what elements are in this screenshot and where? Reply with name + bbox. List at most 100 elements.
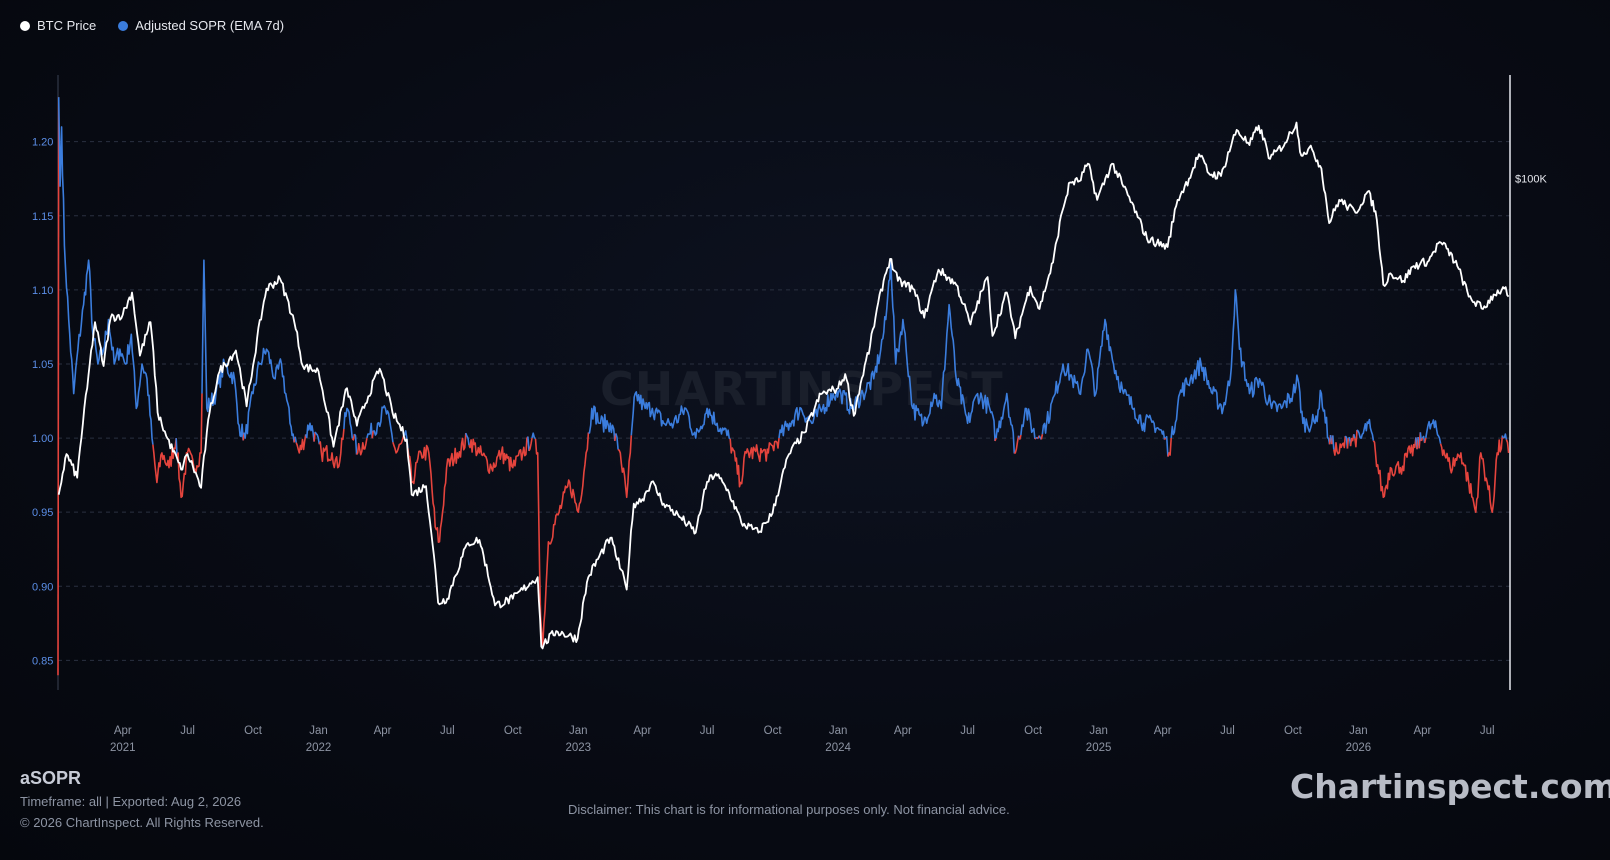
sopr-line-segment-10 xyxy=(295,434,307,454)
sopr-line-segment-38 xyxy=(994,437,997,442)
legend-label-asopr: Adjusted SOPR (EMA 7d) xyxy=(135,18,285,33)
chart-canvas[interactable]: 0.85 0.90 0.95 1.00 1.05 1.10 1.15 1.20 $100K Apr… xyxy=(0,0,1610,760)
sopr-line-segment-20 xyxy=(371,430,375,439)
sopr-line-segment-14 xyxy=(318,428,345,469)
sopr-line-segment-48 xyxy=(1040,434,1044,440)
sopr-line-segment-72 xyxy=(1420,437,1424,442)
x-year-label-2022: 2022 xyxy=(306,742,332,754)
brand-logo[interactable]: Chartinspect.com xyxy=(1290,767,1610,806)
sopr-line-segment-19 xyxy=(366,422,373,439)
sopr-line-segment-5 xyxy=(201,259,244,441)
y-tick-label-0.95: 0.95 xyxy=(32,507,53,519)
x-tick-label-2: Oct xyxy=(244,725,263,737)
sopr-line-segment-22 xyxy=(392,435,405,454)
sopr-line-segment-58 xyxy=(1333,436,1347,456)
sopr-line-segment-75 xyxy=(1425,419,1442,444)
y-tick-label-1.15: 1.15 xyxy=(32,211,53,223)
sopr-line-segment-26 xyxy=(468,436,529,474)
x-tick-label-4: Apr xyxy=(374,725,392,737)
sopr-line-segment-2 xyxy=(152,438,177,484)
x-tick-label-10: Oct xyxy=(764,725,783,737)
x-tick-label-16: Apr xyxy=(1154,725,1172,737)
x-tick-label-19: Jan xyxy=(1349,725,1368,737)
sopr-line-segment-77 xyxy=(1501,435,1505,439)
sopr-line-segment-35 xyxy=(630,391,731,440)
sopr-line-segment-3 xyxy=(175,438,178,458)
x-tick-label-7: Jan xyxy=(569,725,588,737)
sopr-line-segment-43 xyxy=(1020,407,1036,440)
sopr-line-segment-24 xyxy=(407,433,467,544)
x-tick-label-9: Jul xyxy=(700,725,715,737)
x-year-label-2026: 2026 xyxy=(1346,742,1372,754)
sopr-line-segment-9 xyxy=(294,436,297,443)
y-right-tick-label: $100K xyxy=(1515,174,1547,186)
legend-dot-asopr xyxy=(118,20,129,31)
x-tick-label-20: Apr xyxy=(1413,725,1431,737)
x-year-label-2025: 2025 xyxy=(1086,742,1112,754)
sopr-line-segment-74 xyxy=(1423,437,1427,444)
sopr-line-segment-44 xyxy=(1034,437,1037,440)
x-tick-label-3: Jan xyxy=(309,725,328,737)
y-tick-label-1.05: 1.05 xyxy=(32,359,53,371)
x-tick-label-12: Apr xyxy=(894,725,912,737)
legend-item-btc-price[interactable]: BTC Price xyxy=(20,18,96,33)
sopr-line-segment-76 xyxy=(1439,435,1504,514)
sopr-line-segment-73 xyxy=(1421,435,1426,444)
sopr-line-segment-53 xyxy=(1170,289,1331,445)
x-tick-label-14: Oct xyxy=(1024,725,1043,737)
sopr-line-segment-63 xyxy=(1353,434,1356,439)
x-tick-label-5: Jul xyxy=(440,725,455,737)
y-tick-label-1.10: 1.10 xyxy=(32,285,53,297)
y-tick-label-1.20: 1.20 xyxy=(32,137,53,149)
sopr-line-segment-37 xyxy=(778,259,996,442)
x-year-label-2023: 2023 xyxy=(566,742,592,754)
sopr-line-segment-18 xyxy=(355,437,368,456)
sopr-line-segment-25 xyxy=(465,432,470,446)
sopr-line-segment-49 xyxy=(1041,318,1166,440)
sopr-line-segment-7 xyxy=(243,347,295,443)
x-tick-label-6: Oct xyxy=(504,725,523,737)
sopr-line-segment-1 xyxy=(57,97,154,445)
sopr-line-segment-51 xyxy=(1164,435,1169,457)
x-tick-label-11: Jan xyxy=(829,725,848,737)
y-tick-label-1.00: 1.00 xyxy=(32,433,53,445)
sopr-line-segment-21 xyxy=(373,405,394,443)
x-tick-label-15: Jan xyxy=(1089,725,1108,737)
sopr-line-segment-64 xyxy=(1354,429,1358,448)
legend-label-btc-price: BTC Price xyxy=(37,18,97,33)
sopr-line-segment-79 xyxy=(1503,433,1508,440)
footer-chart-title: aSOPR xyxy=(20,768,82,788)
x-year-label-2024: 2024 xyxy=(825,742,851,754)
x-tick-label-18: Oct xyxy=(1284,725,1303,737)
sopr-line-segment-12 xyxy=(313,431,316,442)
sopr-line-segment-29 xyxy=(531,432,537,440)
x-tick-label-1: Jul xyxy=(180,725,195,737)
sopr-line-segment-57 xyxy=(1332,435,1335,450)
sopr-line-segment-62 xyxy=(1349,434,1355,447)
legend-item-asopr[interactable]: Adjusted SOPR (EMA 7d) xyxy=(118,18,284,33)
x-tick-label-8: Apr xyxy=(633,725,651,737)
sopr-line-segment-60 xyxy=(1346,438,1350,449)
sopr-line-segment-28 xyxy=(528,437,533,452)
x-tick-label-17: Jul xyxy=(1220,725,1235,737)
sopr-line-segment-31 xyxy=(588,405,616,441)
btc-price-line xyxy=(57,121,1510,650)
x-year-label-2021: 2021 xyxy=(110,742,136,754)
sopr-line-segment-34 xyxy=(617,435,633,499)
sopr-line-segment-27 xyxy=(527,436,530,451)
x-tick-label-21: Jul xyxy=(1480,725,1495,737)
sopr-line-segment-30 xyxy=(534,432,590,647)
sopr-line-segment-17 xyxy=(353,433,358,455)
sopr-line-segment-4 xyxy=(176,393,203,499)
chart-watermark: CHARTINSPECT xyxy=(600,362,1004,416)
x-tick-label-0: Apr xyxy=(114,725,132,737)
brand-logo-text: Chartinspect.com xyxy=(1290,767,1610,806)
sopr-line-segment-15 xyxy=(343,407,354,439)
sopr-line-segment-40 xyxy=(1013,435,1020,455)
sopr-line-segment-42 xyxy=(1019,434,1022,440)
footer-timeframe: Timeframe: all | Exported: Aug 2, 2026 xyxy=(20,794,242,809)
sopr-line-segment-50 xyxy=(1163,437,1167,441)
sopr-line-segment-16 xyxy=(351,433,356,441)
chart-legend: BTC Price Adjusted SOPR (EMA 7d) xyxy=(20,18,284,33)
sopr-line-segment-80 xyxy=(1505,439,1510,453)
